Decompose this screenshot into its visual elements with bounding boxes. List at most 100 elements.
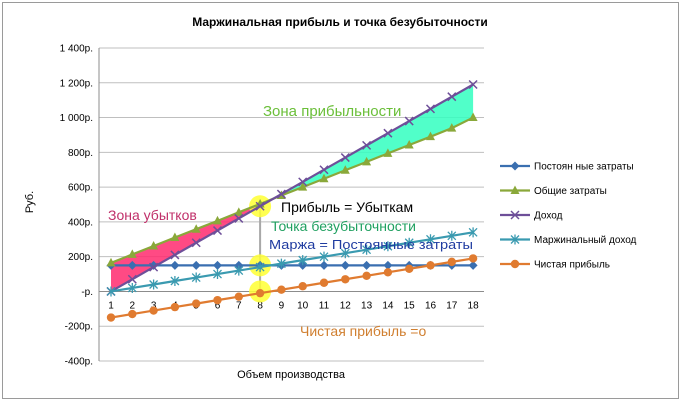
y-tick-label: -200р. [65, 322, 93, 333]
series-x [106, 79, 478, 296]
y-tick-label: 200р. [68, 252, 93, 263]
data-point [149, 262, 159, 272]
data-point [127, 282, 137, 293]
data-point [447, 92, 457, 102]
data-point [447, 257, 456, 267]
data-point [340, 165, 350, 174]
legend-label: Чистая прибыль [534, 259, 610, 271]
series-line [110, 257, 474, 319]
series-line [110, 231, 474, 293]
data-point [298, 255, 308, 266]
series-line [110, 83, 474, 293]
annotation-margin-eq-fixed: Маржа = Постоянные затраты [269, 237, 473, 252]
data-point [213, 260, 222, 270]
x-tick-label: 16 [425, 300, 437, 311]
data-point [447, 230, 457, 241]
data-point [127, 260, 137, 270]
data-point [341, 275, 350, 284]
data-point [319, 278, 329, 287]
x-tick-label: 15 [404, 300, 416, 311]
y-tick-label: -р. [81, 287, 93, 298]
data-point [319, 173, 329, 183]
data-point [128, 309, 137, 319]
x-tick-label: 13 [361, 300, 373, 311]
series-group [106, 79, 478, 322]
y-tick-labels: -400р. -200р. -р. 200р. 400р. 600р. 800р. 1 000… [60, 44, 93, 368]
data-point [191, 238, 201, 248]
data-point [510, 161, 520, 171]
data-point [383, 260, 393, 270]
data-point [234, 265, 244, 276]
x-tick-label: 3 [151, 300, 157, 311]
x-tick-label: 12 [340, 300, 352, 311]
data-point [510, 185, 520, 194]
data-point [170, 302, 180, 312]
data-point [383, 268, 393, 277]
data-point [234, 292, 243, 301]
y-tick-label: 600р. [68, 183, 93, 194]
data-point [405, 264, 414, 274]
data-point [383, 148, 393, 157]
data-point [468, 254, 478, 263]
y-tick-label: 1 200р. [60, 78, 93, 89]
data-point [362, 260, 372, 270]
annotation-loss-zone: Зона убытков [108, 207, 197, 223]
data-point [170, 260, 180, 270]
data-point [149, 306, 158, 315]
x-tick-label: 7 [236, 300, 242, 311]
data-point [106, 257, 116, 267]
data-point [468, 112, 478, 122]
data-point [255, 288, 265, 298]
data-point [255, 262, 265, 273]
series-star [106, 227, 478, 297]
data-point [362, 156, 372, 166]
data-point [340, 248, 350, 259]
legend-label: Маржинальный доход [534, 235, 637, 246]
legend-item: Постоян ные затраты [500, 161, 634, 173]
data-point [127, 274, 137, 284]
x-tick-label: 1 [108, 300, 114, 311]
data-point [255, 201, 265, 211]
data-point [298, 177, 308, 187]
data-point [383, 241, 393, 252]
series-circle [106, 254, 478, 322]
data-point [191, 224, 201, 233]
data-point [362, 271, 371, 280]
data-point [426, 261, 435, 270]
axes [98, 48, 484, 361]
x-tick-label: 2 [130, 300, 136, 311]
x-tick-label: 6 [215, 300, 221, 311]
legend-label: Доход [534, 211, 563, 222]
data-point [170, 232, 180, 242]
data-point [149, 241, 159, 250]
data-point [106, 286, 116, 297]
data-point [510, 234, 520, 245]
legend-item: Доход [500, 210, 563, 222]
data-point [362, 140, 372, 150]
y-tick-label: -400р. [65, 357, 93, 368]
legend-item: Чистая прибыль [500, 259, 610, 271]
annotation-breakeven: Точка безубыточности [271, 218, 416, 234]
data-point [404, 140, 414, 149]
data-point [106, 313, 116, 322]
data-point [319, 251, 329, 262]
x-tick-label: 14 [382, 300, 394, 311]
data-point [510, 259, 520, 269]
x-tick-label: 10 [297, 300, 309, 311]
data-point [192, 299, 201, 308]
legend: Постоян ные затраты Общие затраты Доход Мар… [500, 161, 637, 271]
data-point [213, 269, 222, 280]
data-point [425, 104, 436, 114]
x-axis-title: Объем производства [237, 369, 346, 381]
x-tick-label: 8 [257, 300, 263, 311]
data-point [340, 153, 350, 163]
data-point [510, 210, 520, 220]
data-point [404, 116, 414, 126]
annotation-profit-eq-loss: Прибыль = Убыткам [281, 199, 413, 215]
data-point [213, 215, 222, 225]
data-point [319, 260, 329, 270]
y-tick-label: 800р. [68, 148, 93, 159]
x-tick-labels: 123456789101112131415161718 [108, 300, 479, 311]
data-point [426, 234, 435, 245]
